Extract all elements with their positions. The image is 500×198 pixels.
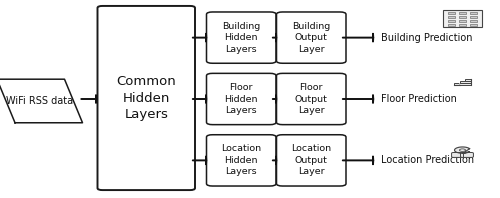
Text: Location Prediction: Location Prediction <box>381 155 474 165</box>
FancyBboxPatch shape <box>452 152 464 157</box>
Bar <box>470 20 478 22</box>
FancyBboxPatch shape <box>206 73 276 125</box>
FancyBboxPatch shape <box>206 12 276 63</box>
Bar <box>448 20 454 22</box>
FancyBboxPatch shape <box>460 152 473 157</box>
Text: Floor Prediction: Floor Prediction <box>381 94 457 104</box>
Bar <box>448 16 454 18</box>
Bar <box>459 24 466 26</box>
Text: Common
Hidden
Layers: Common Hidden Layers <box>116 75 176 121</box>
Bar <box>460 81 471 83</box>
Bar <box>470 16 478 18</box>
Bar <box>459 16 466 18</box>
FancyBboxPatch shape <box>276 135 346 186</box>
Bar <box>466 79 471 81</box>
Text: Building
Hidden
Layers: Building Hidden Layers <box>222 22 260 54</box>
Bar <box>448 24 454 26</box>
Text: Building Prediction: Building Prediction <box>381 33 472 43</box>
Text: Location
Hidden
Layers: Location Hidden Layers <box>221 144 262 176</box>
Bar <box>459 12 466 14</box>
Bar <box>470 24 478 26</box>
Bar <box>444 10 482 27</box>
Circle shape <box>460 149 466 151</box>
Text: WiFi RSS data: WiFi RSS data <box>6 96 73 106</box>
Bar <box>448 12 454 14</box>
FancyBboxPatch shape <box>206 135 276 186</box>
Bar <box>454 83 471 85</box>
Polygon shape <box>454 147 469 153</box>
Text: Floor
Output
Layer: Floor Output Layer <box>295 83 328 115</box>
Text: Location
Output
Layer: Location Output Layer <box>291 144 332 176</box>
FancyBboxPatch shape <box>276 12 346 63</box>
Bar <box>470 12 478 14</box>
Text: Building
Output
Layer: Building Output Layer <box>292 22 331 54</box>
FancyBboxPatch shape <box>276 73 346 125</box>
Bar <box>459 20 466 22</box>
FancyBboxPatch shape <box>98 6 195 190</box>
Text: Floor
Hidden
Layers: Floor Hidden Layers <box>224 83 258 115</box>
Polygon shape <box>0 79 82 123</box>
